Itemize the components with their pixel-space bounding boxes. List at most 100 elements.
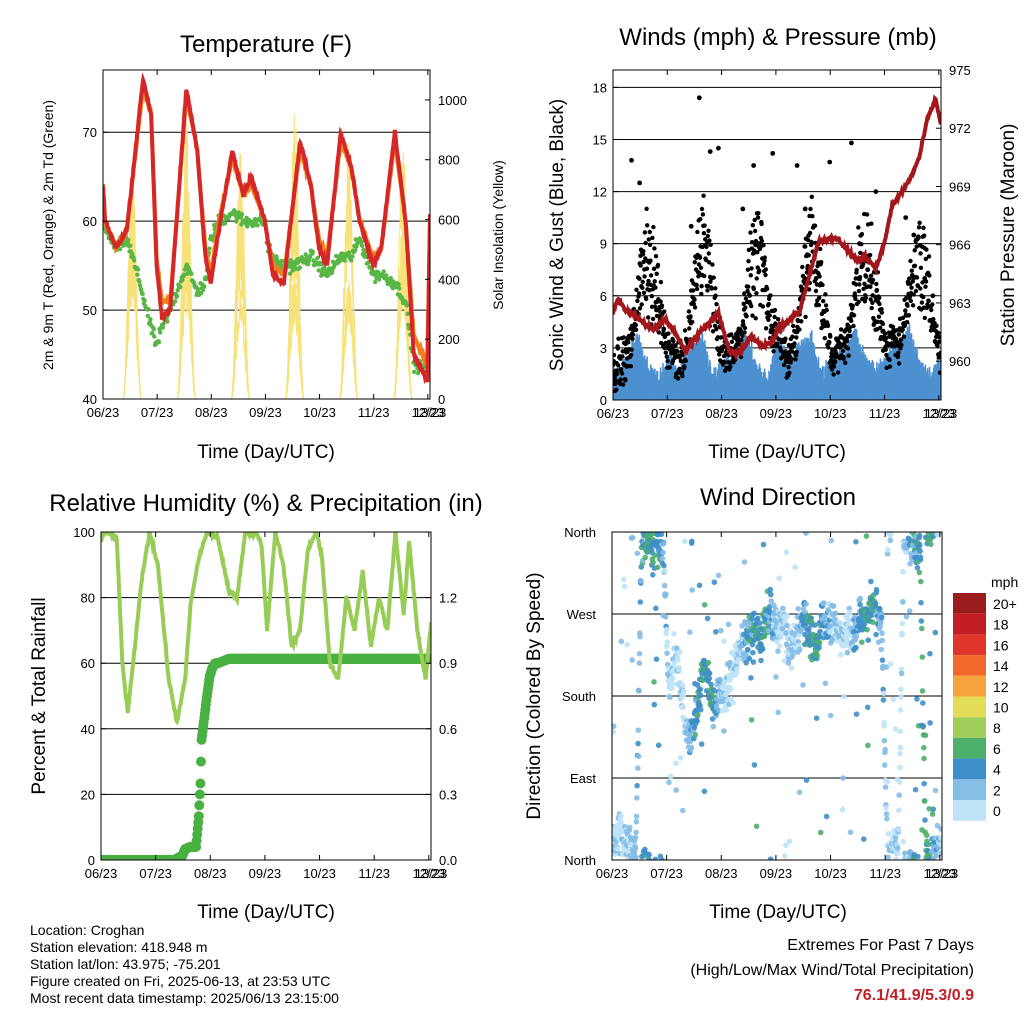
gust-point	[637, 306, 643, 311]
direction-point	[652, 552, 658, 559]
direction-point	[642, 554, 648, 561]
gust-point	[738, 354, 744, 360]
y-right-tick-label: 0.9	[439, 656, 457, 671]
direction-point	[795, 606, 801, 612]
direction-point	[728, 686, 734, 692]
direction-point	[698, 741, 705, 747]
dewpoint-point	[415, 371, 421, 376]
gust-point	[903, 308, 908, 313]
direction-point	[663, 591, 669, 597]
dewpoint-point	[318, 261, 323, 267]
direction-point	[784, 613, 791, 619]
gust-point	[745, 288, 750, 294]
solar-line	[176, 172, 196, 399]
gust-point	[614, 387, 619, 392]
dewpoint-point	[117, 246, 123, 252]
gust-point	[763, 272, 768, 278]
y-tick-label: 70	[83, 125, 97, 140]
gust-point	[740, 333, 745, 339]
pressure-line	[613, 94, 941, 362]
direction-point	[853, 644, 859, 651]
direction-point	[856, 615, 863, 622]
gust-point	[768, 293, 773, 298]
gust-point	[706, 228, 711, 233]
dewpoint-point	[200, 288, 206, 293]
temp-2m-line	[103, 72, 430, 385]
temperature-plot-frame	[102, 69, 431, 400]
gust-point	[703, 237, 708, 242]
direction-point	[863, 533, 870, 539]
gust-point	[642, 274, 647, 279]
direction-point	[812, 622, 818, 628]
direction-point	[652, 856, 659, 860]
gust-point	[845, 346, 851, 351]
gust-point	[800, 264, 805, 270]
gust-point	[729, 339, 735, 344]
direction-panel: Wind Direction NorthEastSouthWestNorth06…	[524, 484, 1018, 923]
gust-point	[644, 266, 650, 271]
dewpoint-point	[350, 254, 355, 259]
direction-point	[817, 829, 824, 836]
direction-point	[664, 643, 670, 650]
gust-point	[614, 371, 620, 377]
direction-point	[697, 692, 704, 699]
gust-point	[692, 297, 697, 302]
direction-point	[882, 784, 889, 790]
dewpoint-point	[180, 277, 185, 283]
dewpoint-point	[287, 271, 293, 276]
direction-point	[873, 586, 880, 593]
gust-point	[934, 334, 939, 340]
gust-point	[883, 336, 889, 341]
gust-point	[728, 364, 733, 369]
gust-point	[706, 251, 711, 256]
gust-point	[781, 362, 787, 368]
dewpoint-point	[274, 257, 280, 262]
gust-peak-point	[696, 95, 702, 101]
gust-point	[634, 287, 639, 292]
gust-point	[755, 215, 761, 220]
direction-point	[618, 819, 624, 826]
direction-point	[767, 586, 774, 593]
gust-point	[661, 326, 666, 331]
direction-point	[776, 575, 782, 582]
gust-point	[654, 271, 659, 276]
gust-point	[615, 368, 620, 373]
gust-point	[898, 337, 904, 342]
gust-point	[748, 273, 753, 278]
gust-point	[640, 279, 645, 285]
gust-point	[700, 212, 706, 217]
gust-point	[911, 292, 916, 297]
direction-point	[755, 615, 761, 622]
direction-points	[612, 532, 942, 860]
gust-point	[760, 304, 766, 309]
gust-point	[753, 238, 759, 244]
direction-point	[626, 824, 633, 831]
dewpoint-point	[148, 317, 153, 322]
gust-peak-point	[813, 276, 819, 281]
gust-point	[918, 286, 923, 291]
gust-point	[846, 353, 851, 358]
gust-point	[859, 232, 865, 237]
direction-point	[767, 856, 774, 860]
gust-point	[819, 260, 824, 265]
direction-point	[814, 652, 821, 659]
gust-point	[809, 239, 814, 245]
gust-point	[662, 309, 667, 314]
gust-point	[635, 298, 640, 304]
direction-point	[694, 682, 701, 688]
gust-point	[652, 304, 658, 309]
y-right-tick-label: 966	[949, 238, 971, 253]
dewpoint-point	[222, 221, 228, 226]
x-tick-label: 07/23	[141, 405, 174, 420]
x-tick-label: 13/23	[414, 405, 447, 420]
gust-point	[749, 303, 754, 309]
gust-point	[637, 276, 642, 281]
x-tick-label: 11/23	[869, 406, 901, 421]
direction-point	[881, 737, 888, 744]
gust-point	[899, 342, 904, 348]
gust-point	[692, 260, 697, 265]
gust-point	[682, 328, 688, 333]
direction-point	[634, 795, 640, 801]
gust-point	[875, 319, 880, 324]
direction-point	[618, 812, 624, 819]
